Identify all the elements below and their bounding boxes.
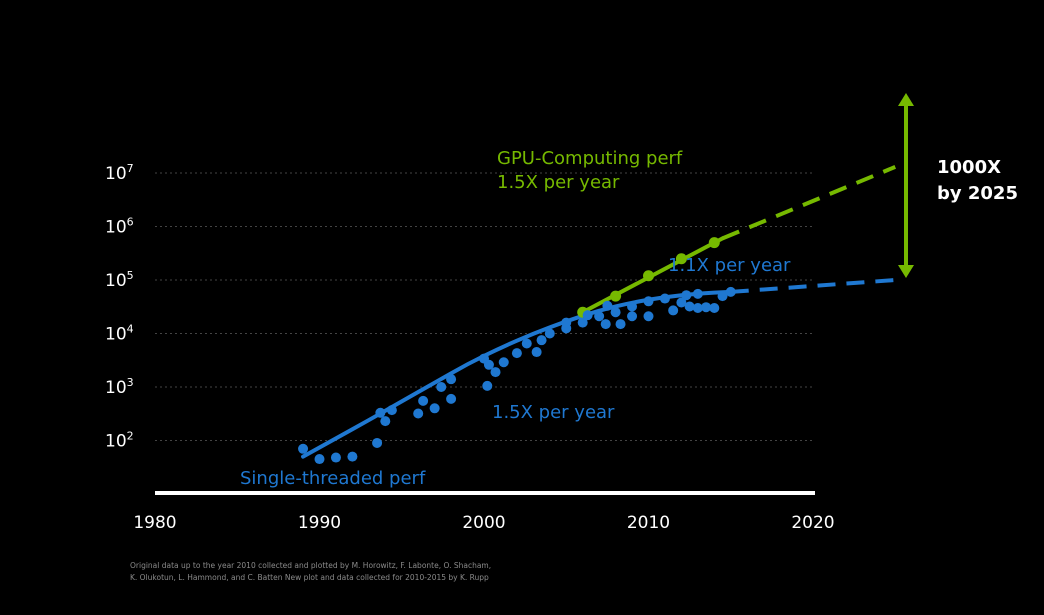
single-rate-late-label: 1.1X per year xyxy=(668,255,791,276)
single-thread-data-point xyxy=(380,416,391,427)
single-thread-data-point xyxy=(511,348,522,359)
gap-arrow xyxy=(898,93,914,278)
gpu-data-point xyxy=(610,290,622,302)
single-thread-data-point xyxy=(602,300,613,311)
single-thread-data-point xyxy=(594,311,605,322)
single-thread-data-point xyxy=(681,290,692,301)
single-thread-data-point xyxy=(446,393,457,404)
x-tick-label: 2020 xyxy=(791,513,834,533)
single-thread-data-point xyxy=(298,443,309,454)
single-thread-data-point xyxy=(482,380,493,391)
y-tick-exponent: 6 xyxy=(127,216,134,229)
y-tick-base: 10 xyxy=(105,325,127,345)
single-thread-data-point xyxy=(692,302,703,313)
single-thread-data-point xyxy=(684,301,695,312)
single-thread-data-point xyxy=(627,301,638,312)
single-thread-data-point xyxy=(386,405,397,416)
single-thread-data-point xyxy=(436,382,447,392)
single-thread-data-point xyxy=(413,408,424,419)
single-thread-data-point xyxy=(725,286,736,297)
gap-label-line1: 1000X xyxy=(937,157,1001,178)
single-thread-data-point xyxy=(521,338,532,349)
single-thread-data-point xyxy=(643,296,654,307)
credit-line-2: K. Olukotun, L. Hammond, and C. Batten N… xyxy=(130,573,489,582)
single-thread-data-point xyxy=(668,305,679,316)
single-thread-data-point xyxy=(544,328,555,339)
single-thread-projection-line xyxy=(730,278,896,294)
single-thread-data-point xyxy=(330,452,341,463)
single-thread-data-point xyxy=(429,403,440,414)
y-tick-base: 10 xyxy=(105,271,127,291)
x-tick-label: 1980 xyxy=(133,513,176,533)
y-tick-label: 104 xyxy=(105,323,134,345)
single-thread-data-point xyxy=(643,311,654,322)
single-thread-data-point xyxy=(717,291,728,302)
y-tick-base: 10 xyxy=(105,218,127,238)
single-thread-data-point xyxy=(561,317,572,328)
y-tick-exponent: 4 xyxy=(127,323,134,336)
single-thread-data-point xyxy=(692,288,703,299)
single-thread-data-point xyxy=(375,407,386,418)
source-credit: Original data up to the year 2010 collec… xyxy=(130,560,491,584)
y-tick-label: 106 xyxy=(105,216,134,238)
single-thread-data-point xyxy=(347,451,358,462)
single-thread-data-point xyxy=(483,359,494,370)
single-thread-data-point xyxy=(676,297,687,308)
gap-arrow-head-up xyxy=(898,93,914,106)
y-tick-exponent: 2 xyxy=(127,430,134,443)
single-thread-data-point xyxy=(418,395,429,406)
y-tick-label: 103 xyxy=(105,376,134,398)
gpu-rate-label: 1.5X per year xyxy=(497,172,620,193)
y-tick-exponent: 7 xyxy=(127,162,134,175)
single-thread-data-point xyxy=(314,454,325,465)
single-thread-data-point xyxy=(610,307,621,318)
single-thread-data-point xyxy=(577,317,588,328)
y-tick-label: 105 xyxy=(105,269,134,291)
single-thread-data-point xyxy=(446,374,457,385)
gpu-series-label: GPU-Computing perf xyxy=(497,148,683,169)
single-thread-data-point xyxy=(615,319,626,330)
y-tick-exponent: 5 xyxy=(127,269,134,282)
credit-line-1: Original data up to the year 2010 collec… xyxy=(130,561,492,570)
single-thread-data-point xyxy=(536,335,547,346)
gpu-data-point xyxy=(675,253,687,265)
gap-label-line2: by 2025 xyxy=(937,183,1018,204)
single-thread-data-point xyxy=(498,357,509,368)
single-thread-data-point xyxy=(531,347,542,358)
gpu-data-point xyxy=(708,237,720,249)
y-tick-label: 107 xyxy=(105,162,134,184)
y-tick-base: 10 xyxy=(105,378,127,398)
y-tick-base: 10 xyxy=(105,432,127,452)
gpu-data-point xyxy=(643,270,654,282)
single-thread-data-point xyxy=(582,310,593,321)
single-thread-data-point xyxy=(701,302,712,313)
x-tick-label: 2000 xyxy=(462,513,505,533)
gpu-projection-line xyxy=(721,165,897,241)
single-thread-data-point xyxy=(490,367,501,378)
single-thread-data-point xyxy=(627,311,638,322)
data-points xyxy=(298,237,736,465)
single-rate-early-label: 1.5X per year xyxy=(492,402,615,423)
single-thread-data-point xyxy=(709,302,720,313)
single-thread-data-point xyxy=(659,293,670,304)
y-tick-base: 10 xyxy=(105,164,127,184)
x-tick-label: 1990 xyxy=(298,513,341,533)
single-series-label: Single-threaded perf xyxy=(240,468,426,489)
single-thread-data-point xyxy=(372,437,383,448)
y-tick-label: 102 xyxy=(105,430,134,452)
single-thread-trend-line xyxy=(301,289,733,459)
x-tick-label: 2010 xyxy=(627,513,670,533)
y-tick-exponent: 3 xyxy=(127,376,134,389)
gap-arrow-head-down xyxy=(898,265,914,278)
single-thread-data-point xyxy=(600,319,611,330)
